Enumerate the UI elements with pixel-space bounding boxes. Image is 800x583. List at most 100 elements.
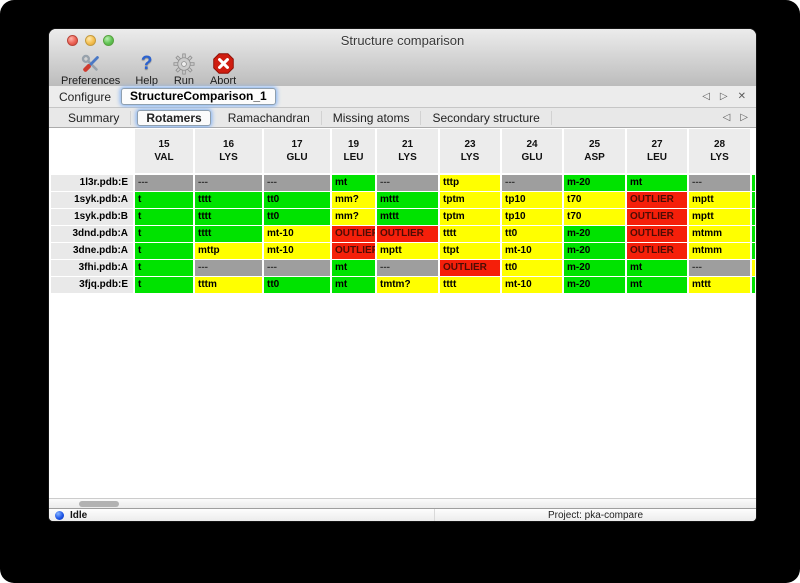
close-window-button[interactable]: [67, 35, 78, 46]
tab-secondary-structure[interactable]: Secondary structure: [421, 110, 552, 125]
abort-button[interactable]: Abort: [210, 52, 236, 87]
rotamer-cell[interactable]: mttt: [377, 209, 438, 225]
rotamer-cell[interactable]: m-20: [564, 243, 625, 259]
rotamer-cell[interactable]: tt0: [502, 260, 562, 276]
rotamer-cell[interactable]: mt-10: [264, 243, 330, 259]
run-button[interactable]: Run: [173, 52, 195, 87]
rotamer-cell[interactable]: tt0: [264, 277, 330, 293]
rotamer-cell[interactable]: OUTLIER: [440, 260, 500, 276]
rotamer-cell[interactable]: mt: [627, 175, 687, 191]
rotamer-cell[interactable]: OUTLIER: [627, 192, 687, 208]
rotamer-cell[interactable]: tptm: [440, 209, 500, 225]
rotamer-cell[interactable]: mptt: [689, 192, 750, 208]
rotamer-cell[interactable]: OUTLIER: [377, 226, 438, 242]
next-tab-icon[interactable]: ▷: [740, 112, 748, 123]
rotamer-cell[interactable]: tp10: [502, 209, 562, 225]
rotamer-cell[interactable]: mttp: [195, 243, 262, 259]
rotamer-cell[interactable]: mt-10: [264, 226, 330, 242]
rotamer-cell[interactable]: m-20: [564, 175, 625, 191]
zoom-window-button[interactable]: [103, 35, 114, 46]
rotamer-cell[interactable]: t70: [564, 209, 625, 225]
rotamer-cell[interactable]: t: [135, 277, 193, 293]
rotamer-cell[interactable]: mtmm: [689, 243, 750, 259]
title-bar[interactable]: Structure comparison: [49, 29, 756, 51]
rotamer-cell[interactable]: m-20: [564, 226, 625, 242]
minimize-window-button[interactable]: [85, 35, 96, 46]
rotamer-cell[interactable]: ---: [135, 175, 193, 191]
rotamer-cell[interactable]: OUTLIER: [627, 226, 687, 242]
rotamer-cell[interactable]: t: [135, 209, 193, 225]
rotamer-cell[interactable]: ---: [195, 260, 262, 276]
rotamer-cell[interactable]: mm?: [332, 192, 375, 208]
rotamer-cell[interactable]: ---: [377, 175, 438, 191]
rotamer-cell[interactable]: t: [135, 243, 193, 259]
column-header-24[interactable]: 24 GLU: [502, 129, 562, 173]
rotamer-cell[interactable]: ---: [195, 175, 262, 191]
horizontal-scrollbar[interactable]: [49, 498, 756, 508]
rotamer-cell[interactable]: OUTLIER: [627, 209, 687, 225]
column-header-16[interactable]: 16 LYS: [195, 129, 262, 173]
column-header-19[interactable]: 19 LEU: [332, 129, 375, 173]
rotamer-cell[interactable]: tttp: [440, 175, 500, 191]
rotamer-cell[interactable]: ---: [502, 175, 562, 191]
column-header-25[interactable]: 25 ASP: [564, 129, 625, 173]
configuration-tab[interactable]: StructureComparison_1: [121, 88, 276, 105]
rotamer-cell[interactable]: t: [135, 192, 193, 208]
rotamer-cell[interactable]: tttt: [440, 277, 500, 293]
close-configuration-icon[interactable]: ✕: [737, 91, 746, 102]
rotamer-cell[interactable]: m-20: [564, 260, 625, 276]
rotamer-cell[interactable]: tt0: [502, 226, 562, 242]
column-header-21[interactable]: 21 LYS: [377, 129, 438, 173]
rotamer-cell[interactable]: mm?: [332, 209, 375, 225]
rotamer-cell[interactable]: ---: [264, 175, 330, 191]
scrollbar-thumb[interactable]: [79, 501, 119, 507]
rotamer-cell[interactable]: ttpt: [440, 243, 500, 259]
rotamer-cell[interactable]: mptt: [377, 243, 438, 259]
column-header-15[interactable]: 15 VAL: [135, 129, 193, 173]
prev-configuration-icon[interactable]: ◁: [702, 91, 710, 102]
rotamer-cell[interactable]: mt: [332, 277, 375, 293]
rotamer-cell[interactable]: OUTLIER: [627, 243, 687, 259]
column-header-27[interactable]: 27 LEU: [627, 129, 687, 173]
rotamer-cell[interactable]: mt: [332, 260, 375, 276]
tab-missing-atoms[interactable]: Missing atoms: [322, 110, 422, 125]
rotamer-cell[interactable]: tptm: [440, 192, 500, 208]
rotamer-cell[interactable]: tttt: [195, 226, 262, 242]
rotamer-cell[interactable]: t: [135, 260, 193, 276]
column-header-28[interactable]: 28 LYS: [689, 129, 750, 173]
rotamer-cell[interactable]: OUTLIER: [332, 226, 375, 242]
rotamer-cell[interactable]: mttt: [377, 192, 438, 208]
prev-tab-icon[interactable]: ◁: [722, 112, 731, 123]
rotamer-cell[interactable]: mt: [627, 277, 687, 293]
rotamer-cell[interactable]: mttt: [689, 277, 750, 293]
rotamer-cell[interactable]: mptt: [689, 209, 750, 225]
rotamer-cell[interactable]: m-20: [564, 277, 625, 293]
tab-summary[interactable]: Summary: [57, 110, 132, 125]
rotamer-cell[interactable]: tt0: [264, 209, 330, 225]
rotamer-cell[interactable]: tt0: [264, 192, 330, 208]
rotamer-cell[interactable]: tttt: [195, 209, 262, 225]
rotamer-cell[interactable]: t: [135, 226, 193, 242]
rotamer-cell[interactable]: mt: [627, 260, 687, 276]
rotamer-cell[interactable]: mt-10: [502, 277, 562, 293]
preferences-button[interactable]: Preferences: [61, 52, 120, 87]
next-configuration-icon[interactable]: ▷: [719, 91, 728, 102]
rotamer-cell[interactable]: mt-10: [502, 243, 562, 259]
rotamer-cell[interactable]: ---: [264, 260, 330, 276]
help-button[interactable]: ? Help: [135, 52, 158, 88]
rotamer-cell[interactable]: tttt: [195, 192, 262, 208]
rotamer-cell[interactable]: ---: [689, 260, 750, 276]
rotamer-cell[interactable]: OUTLIER: [332, 243, 375, 259]
tab-rotamers[interactable]: Rotamers: [137, 109, 211, 126]
column-header-23[interactable]: 23 LYS: [440, 129, 500, 173]
rotamer-cell[interactable]: mt: [332, 175, 375, 191]
rotamer-cell[interactable]: tp10: [502, 192, 562, 208]
rotamer-cell[interactable]: t70: [564, 192, 625, 208]
rotamer-cell[interactable]: ---: [689, 175, 750, 191]
tab-ramachandran[interactable]: Ramachandran: [217, 110, 322, 125]
rotamer-cell[interactable]: ---: [377, 260, 438, 276]
rotamer-cell[interactable]: tttm: [195, 277, 262, 293]
rotamer-cell[interactable]: mtmm: [689, 226, 750, 242]
rotamer-cell[interactable]: tttt: [440, 226, 500, 242]
column-header-17[interactable]: 17 GLU: [264, 129, 330, 173]
